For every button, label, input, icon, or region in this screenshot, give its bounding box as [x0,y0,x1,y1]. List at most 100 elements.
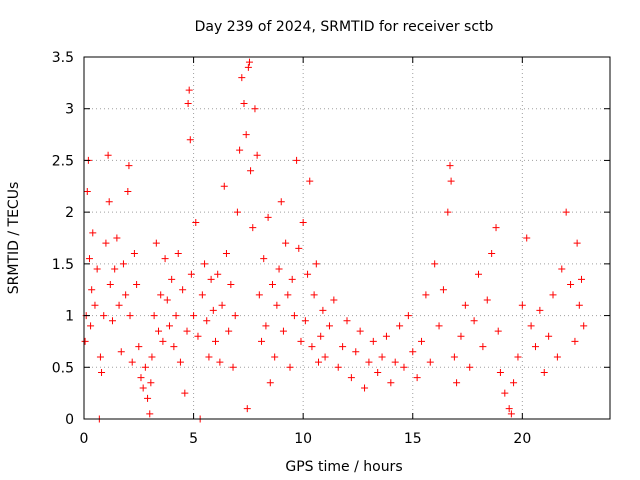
data-point [245,58,253,66]
data-point [233,208,241,216]
data-point [247,167,255,175]
data-point [391,358,399,366]
data-point [186,136,194,144]
data-point [304,270,312,278]
data-point [91,301,99,309]
data-point [212,337,219,345]
data-point [203,317,211,325]
data-point [183,327,191,335]
data-point [293,156,301,164]
data-point [122,291,130,299]
data-point [343,317,351,325]
data-point [104,151,112,159]
data-point [400,363,408,371]
data-point [258,337,266,345]
data-point [128,358,136,366]
data-point [319,306,327,314]
data-point [446,162,454,170]
y-tick-label: 1.5 [52,257,74,273]
data-point [492,224,500,232]
data-point [266,379,274,387]
data-point [255,291,263,299]
data-point [260,255,268,263]
data-point [545,332,553,340]
data-point [306,177,314,185]
data-point [580,322,588,330]
y-tick-label: 2.5 [52,153,74,169]
x-tick-label: 20 [513,431,531,447]
data-point [457,332,465,340]
data-point [139,384,147,392]
data-point [209,306,217,314]
data-point [453,379,461,387]
data-point [262,322,270,330]
data-point [382,332,390,340]
data-point [312,260,320,268]
data-point [279,327,287,335]
data-point [439,286,447,294]
data-point [96,353,104,361]
data-point [496,368,504,376]
data-point [514,353,522,361]
data-point [523,234,531,242]
data-point [135,343,143,351]
data-point [418,337,426,345]
data-point [426,358,434,366]
data-point [238,74,246,82]
data-point [356,327,364,335]
data-point [155,327,163,335]
data-point [81,337,89,345]
tick-layer: 0 0.5 1 1.5 2 2.5 3 3.5 0 5 10 15 20 [52,50,610,447]
data-point [361,384,369,392]
data-point [475,270,482,278]
data-point [89,229,97,237]
data-point [404,312,412,320]
y-tick-label: 3 [65,102,74,118]
data-point [505,405,513,413]
data-point [106,281,114,289]
data-point [540,368,548,376]
data-point [549,291,557,299]
data-point [102,239,110,247]
data-point [527,322,535,330]
data-point [264,213,272,221]
data-point [277,198,285,206]
data-point [85,255,93,263]
data-point [447,177,455,185]
data-point [147,379,155,387]
data-point [231,312,239,320]
data-point [275,265,283,273]
data-point [575,301,583,309]
y-tick-label: 2 [65,205,74,221]
data-point [288,275,296,283]
data-point [159,337,167,345]
data-point [284,291,292,299]
data-point [501,389,509,397]
x-axis-label: GPS time / hours [285,459,402,475]
data-point [243,405,251,413]
data-point [310,291,318,299]
data-point [431,260,439,268]
data-point [308,343,316,351]
data-point [229,363,237,371]
data-point [184,100,192,108]
data-point [325,322,333,330]
data-point [413,374,421,382]
data-point [93,265,101,273]
data-point [225,327,233,335]
data-point [179,286,187,294]
data-point [98,368,106,376]
data-point [205,353,213,361]
data-point [387,379,395,387]
data-point [190,312,198,320]
x-tick-label: 15 [404,431,422,447]
chart-title: Day 239 of 2024, SRMTID for receiver sct… [195,19,494,35]
data-point [108,317,116,325]
data-point [137,374,145,382]
data-point [295,244,303,252]
data-point [244,63,252,71]
data-point [165,322,173,330]
data-point [365,358,373,366]
data-point [83,187,91,195]
